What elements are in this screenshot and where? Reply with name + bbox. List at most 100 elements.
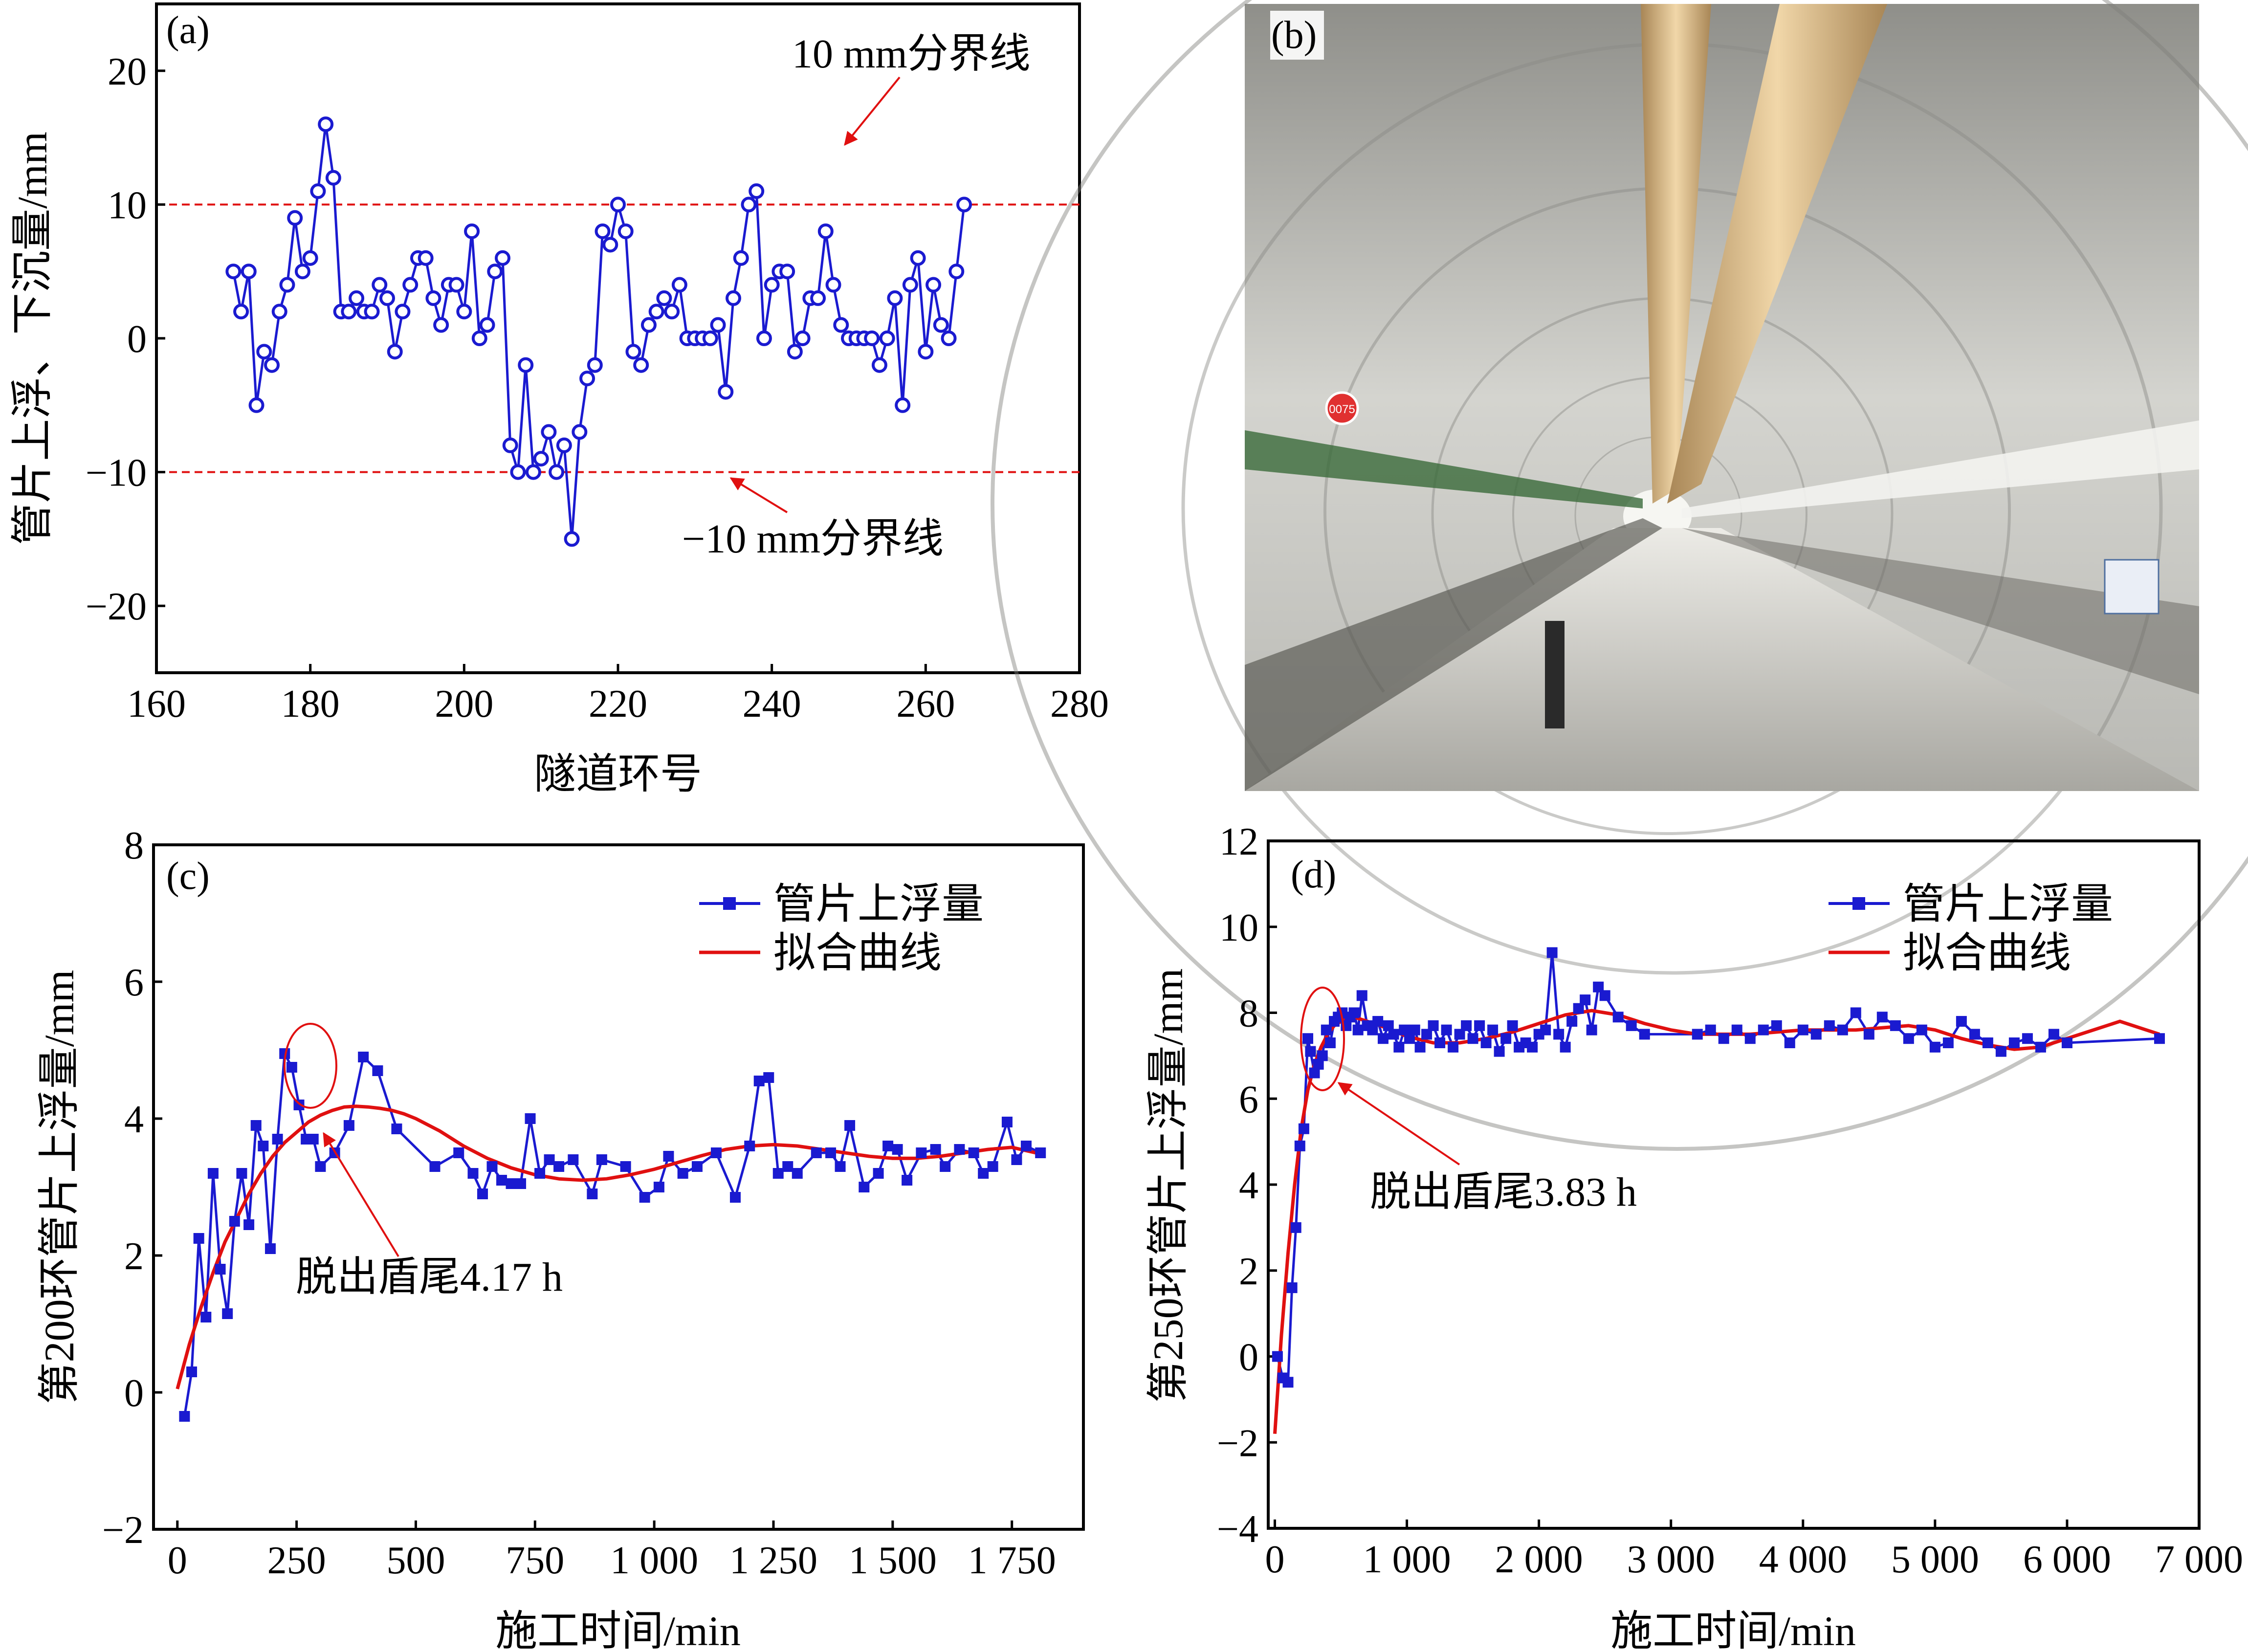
data-point — [648, 304, 664, 320]
y-tick-label: 10 — [1219, 906, 1258, 949]
data-point — [207, 1168, 219, 1179]
data-point — [1399, 1024, 1410, 1035]
data-point — [510, 464, 526, 480]
x-tick-label: 180 — [281, 683, 340, 726]
data-point — [1290, 1222, 1301, 1233]
data-point — [1771, 1020, 1782, 1031]
lower-guide-annotation: −10 mm分界线 — [682, 516, 944, 562]
lower-guide-arrow — [729, 477, 788, 513]
x-tick-label: 1 750 — [968, 1539, 1056, 1582]
data-point — [379, 290, 395, 306]
data-point — [1560, 1041, 1571, 1053]
data-point — [882, 1141, 894, 1151]
panel-d-x-axis: 0 1 000 2 000 3 000 4 000 5 000 6 000 7 000 — [1265, 1520, 2243, 1581]
data-point — [587, 1189, 598, 1199]
data-point — [639, 1192, 650, 1203]
data-point — [873, 1168, 884, 1179]
data-point — [225, 264, 242, 280]
data-point — [741, 197, 757, 213]
x-tick-label: 3 000 — [1627, 1538, 1715, 1581]
data-point — [1302, 1033, 1314, 1044]
data-point — [610, 197, 626, 213]
data-point — [1461, 1020, 1472, 1031]
data-point — [264, 1243, 276, 1254]
data-point — [871, 357, 887, 373]
data-point — [1566, 1016, 1578, 1027]
data-point — [902, 1175, 913, 1186]
y-tick-label: 6 — [124, 961, 144, 1004]
data-point — [1388, 1029, 1399, 1040]
x-tick-label: 280 — [1050, 683, 1109, 726]
y-tick-label: 8 — [1239, 992, 1258, 1035]
panel-c-annotation-arrow — [323, 1132, 399, 1257]
panel-c-markers — [179, 1048, 1046, 1422]
data-point — [1540, 1024, 1551, 1035]
data-point — [859, 1182, 870, 1192]
data-point — [825, 1147, 837, 1158]
panel-c-y-label: 第200环管片上浮量/mm — [36, 970, 83, 1405]
data-point — [844, 1120, 856, 1131]
data-point — [691, 1161, 703, 1172]
data-point — [1593, 981, 1604, 992]
data-point — [772, 1168, 784, 1179]
data-point — [486, 1161, 498, 1172]
data-point — [236, 1168, 247, 1179]
data-point — [1001, 1117, 1013, 1127]
x-tick-label: 250 — [267, 1539, 326, 1582]
data-point — [1448, 1041, 1459, 1053]
data-point — [756, 330, 772, 346]
data-point — [556, 437, 572, 453]
data-point — [318, 116, 334, 132]
data-point — [811, 1147, 822, 1158]
data-point — [534, 1168, 546, 1179]
data-point — [518, 357, 534, 373]
ring-number-sign — [1325, 391, 1359, 425]
panel-b-label-background — [1270, 11, 1324, 60]
data-point — [1626, 1020, 1637, 1031]
data-point — [1797, 1024, 1808, 1035]
data-point — [325, 170, 341, 186]
data-point — [2154, 1033, 2165, 1044]
data-point — [902, 277, 918, 293]
x-tick-label: 4 000 — [1759, 1538, 1847, 1581]
data-point — [948, 264, 965, 280]
data-point — [1784, 1037, 1795, 1049]
data-point — [286, 1062, 297, 1073]
y-tick-label: −4 — [1217, 1508, 1258, 1551]
data-point — [1321, 1024, 1332, 1035]
panel-a-markers — [225, 116, 972, 547]
panel-b-tunnel-photo: 0075 (b) — [991, 0, 2248, 1151]
data-point — [1837, 1024, 1848, 1035]
x-tick-label: 260 — [896, 683, 955, 726]
right-water-pipes — [1682, 420, 2199, 518]
x-tick-label: 240 — [743, 683, 801, 726]
data-point — [506, 1178, 517, 1189]
data-point — [726, 290, 741, 306]
panel-c-fit-curve — [176, 1104, 1036, 1389]
data-point — [564, 531, 580, 547]
data-point — [395, 304, 411, 320]
data-point — [1639, 1029, 1650, 1040]
data-point — [1718, 1033, 1729, 1044]
data-point — [271, 304, 287, 320]
x-tick-label: 6 000 — [2023, 1538, 2111, 1581]
data-point — [358, 1052, 369, 1062]
data-point — [933, 317, 949, 333]
panel-d-highlight-ellipse — [1300, 987, 1345, 1091]
data-point — [1580, 994, 1591, 1006]
data-point — [763, 1072, 774, 1083]
data-point — [677, 1168, 688, 1179]
data-point — [279, 277, 295, 293]
panel-a-chart: 160 180 200 220 240 260 280 −20 −10 0 10 20 (a) 10… — [9, 2, 1109, 797]
data-point — [1546, 947, 1558, 958]
data-point — [718, 384, 734, 400]
data-point — [248, 397, 264, 413]
panel-d-markers — [1272, 947, 2165, 1388]
panel-c-x-label: 施工时间/min — [495, 1608, 741, 1652]
data-point — [2008, 1037, 2020, 1049]
data-point — [2061, 1037, 2072, 1049]
data-point — [940, 1161, 951, 1172]
data-point — [787, 344, 803, 360]
railing-post — [1545, 621, 1565, 728]
